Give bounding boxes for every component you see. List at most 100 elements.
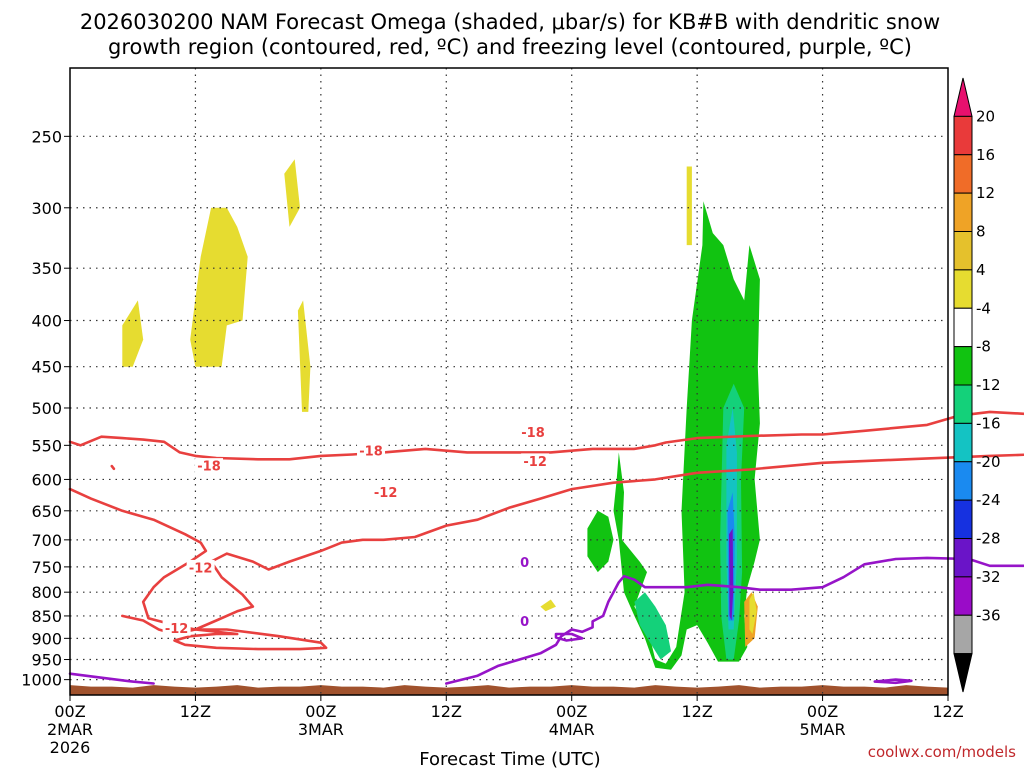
omega-region-7 (587, 510, 614, 573)
chart-title-line-2: growth region (contoured, red, ºC) and f… (108, 35, 912, 59)
freezing-level-contour-1 (445, 556, 1024, 685)
y-tick-label-700: 700 (31, 531, 62, 550)
y-tick-label-250: 250 (31, 127, 62, 146)
y-tick-label-1000: 1000 (21, 671, 62, 690)
y-axis: 250 300 350 400 450 500 550 600 650 700 750 800 850 9… (21, 127, 70, 690)
y-tick-label-600: 600 (31, 470, 62, 489)
colorbar-swatch-4 (953, 231, 973, 271)
contour-label-bg-3 (357, 442, 386, 458)
x-tick-label-72: 00Z (807, 702, 838, 721)
y-tick-label-950: 950 (31, 651, 62, 670)
contour-label-2: -12 (165, 622, 189, 637)
colorbar-swatch-13 (953, 576, 973, 616)
colorbar-swatch-6 (953, 307, 973, 348)
omega-region-8 (634, 592, 671, 660)
colorbar-swatch-11 (953, 499, 973, 539)
y-tick-label-500: 500 (31, 399, 62, 418)
x-tick-date-24: 3MAR (298, 720, 344, 739)
colorbar-label-1: 16 (976, 146, 995, 164)
y-tick-label-750: 750 (31, 558, 62, 577)
x-axis-label: Forecast Time (UTC) (419, 749, 600, 768)
contour-label-4: -12 (374, 486, 398, 501)
contour-label-3: -18 (359, 444, 383, 459)
contour-label-bg-7 (518, 613, 531, 629)
dendritic-contour-0 (68, 410, 1024, 461)
colorbar-label-5: -4 (976, 299, 991, 317)
x-tick-label-36: 12Z (431, 702, 462, 721)
colorbar-swatch-3 (953, 192, 973, 232)
contour-label-bg-2 (162, 620, 191, 636)
contour-label-6: -12 (523, 455, 547, 470)
x-tick-year-0: 2026 (50, 738, 91, 757)
colorbar-label-2: 12 (976, 184, 995, 202)
freezing-level-contour-2 (554, 632, 584, 642)
omega-region-5 (686, 166, 692, 246)
colorbar-swatch-2 (953, 154, 973, 194)
omega-region-14 (749, 592, 757, 634)
colorbar-label-4: 4 (976, 261, 986, 279)
y-tick-label-300: 300 (31, 199, 62, 218)
omega-region-12 (729, 528, 734, 621)
contour-label-bg-5 (519, 424, 548, 440)
contour-label-bg-8 (518, 554, 531, 570)
contour-label-bg-0 (195, 458, 224, 474)
colorbar-swatch-5 (953, 269, 973, 309)
x-tick-date-0: 2MAR (47, 720, 93, 739)
omega-region-0 (122, 300, 144, 367)
colorbar-label-11: -28 (976, 530, 1001, 548)
omega-region-4 (540, 599, 556, 612)
colorbar-bottom-arrow (953, 653, 973, 693)
y-tick-label-550: 550 (31, 436, 62, 455)
freezing-level-contour-0 (68, 672, 155, 685)
contour-label-7: 0 (520, 615, 529, 630)
dendritic-contour-1 (68, 453, 1024, 631)
ground-surface (70, 685, 948, 695)
chart-title-line-1: 2026030200 NAM Forecast Omega (shaded, μ… (80, 10, 940, 34)
colorbar-swatch-7 (953, 346, 973, 386)
y-tick-label-400: 400 (31, 312, 62, 331)
x-tick-label-24: 00Z (305, 702, 336, 721)
contour-label-bg-4 (371, 484, 400, 500)
colorbar-label-6: -8 (976, 338, 991, 356)
omega-region-2 (284, 159, 300, 227)
freezing-level-contour-3 (873, 678, 913, 685)
y-tick-label-900: 900 (31, 629, 62, 648)
colorbar-label-10: -24 (976, 491, 1001, 509)
x-tick-date-48: 4MAR (549, 720, 595, 739)
colorbar-label-12: -32 (976, 568, 1001, 586)
colorbar-swatch-14 (953, 614, 973, 655)
credit-text[interactable]: coolwx.com/models (868, 743, 1016, 761)
x-tick-label-12: 12Z (180, 702, 211, 721)
contour-label-0: -18 (197, 460, 221, 475)
contour-label-8: 0 (520, 556, 529, 571)
x-tick-date-72: 5MAR (800, 720, 846, 739)
dendritic-contour-3 (110, 464, 116, 471)
contour-label-5: -18 (521, 426, 545, 441)
colorbar-label-3: 8 (976, 223, 986, 241)
x-tick-label-48: 00Z (556, 702, 587, 721)
colorbar-swatch-1 (953, 115, 973, 156)
plot-border (69, 67, 949, 696)
contour-label-bg-6 (521, 453, 550, 469)
y-tick-label-650: 650 (31, 502, 62, 521)
plot-area: -18 -12 -12 -18 -12 -18 -12 0 0 (68, 67, 1024, 696)
colorbar-swatch-8 (953, 384, 973, 424)
colorbar-label-0: 20 (976, 107, 995, 125)
x-tick-label-60: 12Z (681, 702, 712, 721)
omega-region-3 (297, 300, 311, 412)
contour-label-1: -12 (189, 561, 213, 576)
plot-background (70, 68, 948, 695)
colorbar-label-7: -12 (976, 376, 1001, 394)
colorbar-swatch-10 (953, 461, 973, 501)
colorbar-label-13: -36 (976, 606, 1001, 624)
contour-label-bg-1 (186, 559, 215, 575)
colorbar-label-9: -20 (976, 453, 1001, 471)
y-tick-label-850: 850 (31, 607, 62, 626)
colorbar: 20 16 12 8 4 -4 -8 -12 -16 -20 -24 -28 -32 -36 (953, 77, 1001, 693)
colorbar-swatch-9 (953, 422, 973, 463)
y-tick-label-350: 350 (31, 259, 62, 278)
y-tick-label-800: 800 (31, 583, 62, 602)
omega-region-1 (190, 207, 248, 367)
